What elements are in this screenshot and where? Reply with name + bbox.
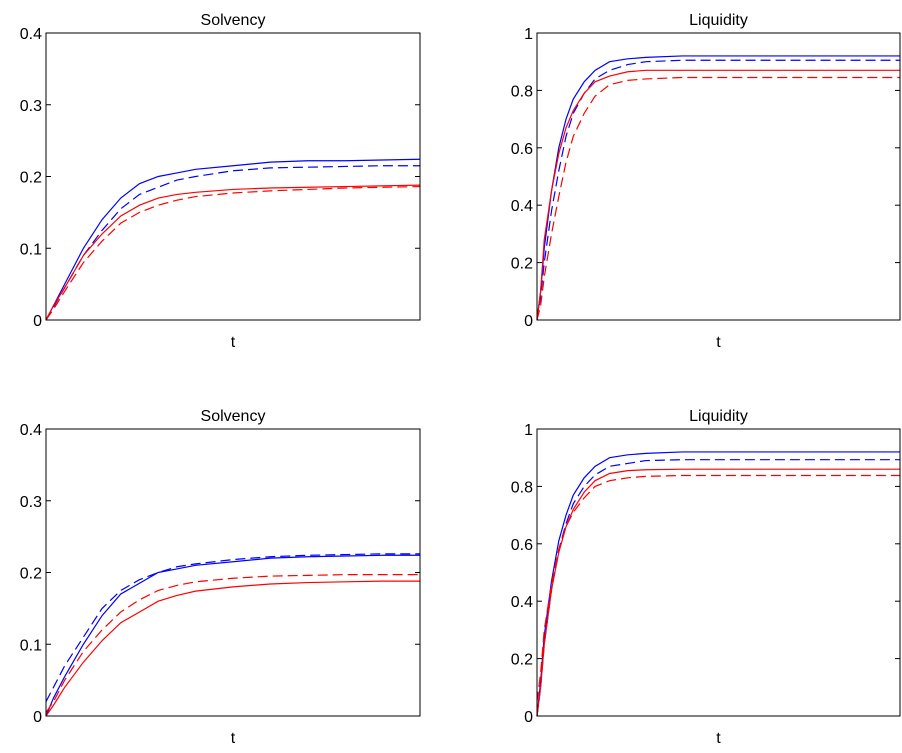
y-tick-label: 0.4 (511, 198, 533, 215)
x-axis-label: t (231, 334, 236, 351)
y-tick-label: 0.6 (511, 537, 533, 554)
series-line-4 (536, 474, 900, 702)
y-tick-label: 0.4 (511, 594, 533, 611)
series-line-4 (536, 76, 900, 321)
y-tick-label: 0.2 (511, 652, 533, 669)
chart-solvency-top: 0 0.1 0.2 0.3 0.4 Solvency t (20, 12, 421, 351)
series-line-3 (45, 580, 420, 717)
series-line-2 (536, 59, 900, 321)
chart-title: Liquidity (689, 408, 748, 425)
series-line-1 (45, 158, 421, 321)
chart-title: Solvency (201, 408, 266, 425)
y-tick-label: 1 (524, 26, 533, 43)
y-tick-label: 0.1 (20, 637, 42, 654)
y-tick-label: 0.2 (20, 566, 42, 583)
y-tick-label: 0.1 (20, 241, 42, 258)
y-tick-label: 0.3 (20, 494, 42, 511)
series-line-2 (536, 459, 900, 717)
axes-frame (45, 428, 421, 717)
y-tick-label: 0.4 (20, 422, 42, 439)
y-tick-label: 0.8 (511, 83, 533, 100)
series-group (45, 158, 421, 321)
series-line-1 (536, 451, 900, 717)
series-group (45, 553, 420, 717)
chart-title: Liquidity (689, 12, 748, 29)
series-line-1 (45, 554, 420, 717)
x-axis-label: t (716, 334, 721, 351)
y-tick-label: 0 (33, 313, 42, 330)
y-tick-label: 0 (33, 709, 42, 726)
y-tick-label: 0 (524, 313, 533, 330)
series-line-2 (45, 165, 420, 321)
y-tick-label: 1 (524, 422, 533, 439)
series-line-4 (45, 574, 420, 713)
y-tick-label: 0 (524, 709, 533, 726)
y-tick-label: 0.6 (511, 141, 533, 158)
series-line-3 (536, 468, 900, 717)
series-line-2 (45, 553, 420, 702)
y-tick-label: 0.8 (511, 479, 533, 496)
series-group (536, 451, 900, 717)
axes-frame (45, 32, 421, 321)
series-line-3 (45, 184, 421, 321)
axes-frame (536, 428, 901, 717)
x-axis-label: t (231, 730, 236, 747)
y-tick-label: 0.3 (20, 98, 42, 115)
y-tick-label: 0.2 (511, 256, 533, 273)
chart-liquidity-top: 0 0.2 0.4 0.6 0.8 1 Liquidity t (511, 12, 901, 351)
chart-title: Solvency (201, 12, 266, 29)
series-line-4 (45, 185, 421, 321)
y-tick-label: 0.2 (20, 170, 42, 187)
series-line-3 (536, 69, 900, 321)
series-line-1 (536, 55, 900, 321)
x-axis-label: t (716, 730, 721, 747)
axes-frame (536, 32, 901, 321)
y-tick-label: 0.4 (20, 26, 42, 43)
chart-solvency-bottom: 0 0.1 0.2 0.3 0.4 Solvency t (20, 408, 421, 747)
series-group (536, 55, 900, 321)
chart-liquidity-bottom: 0 0.2 0.4 0.6 0.8 1 Liquidity t (511, 408, 901, 747)
